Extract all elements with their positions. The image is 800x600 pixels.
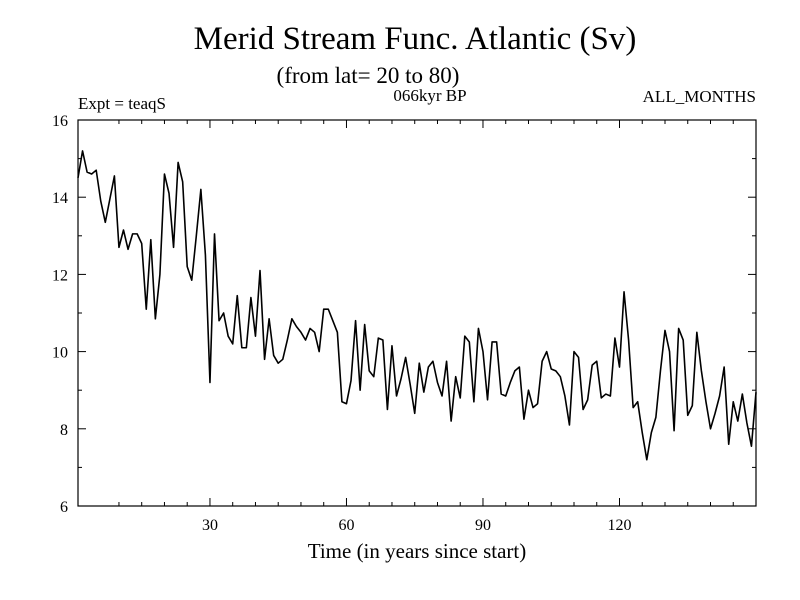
y-tick-label: 8 [60,422,68,439]
x-axis-label: Time (in years since start) [308,539,527,563]
plot-frame [77,119,757,507]
series-layer [77,150,757,461]
y-axis-ticks: 6 8 10 12 14 16 [52,113,756,516]
months-label: ALL_MONTHS [643,87,756,106]
y-tick-label: 16 [52,113,68,130]
x-axis-ticks: 30 60 90 120 [118,120,734,534]
y-tick-label: 12 [52,267,68,284]
y-tick-label: 14 [52,190,68,207]
y-tick-label: 6 [60,499,68,516]
x-tick-label: 60 [338,517,354,534]
x-tick-label: 30 [202,517,218,534]
chart-title: Merid Stream Func. Atlantic (Sv) [194,21,637,57]
y-tick-label: 10 [52,345,68,362]
chart-subtitle: (from lat= 20 to 80) [277,63,460,88]
period-label: 066kyr BP [393,86,466,105]
x-tick-label: 120 [607,517,631,534]
x-tick-label: 90 [475,517,491,534]
series-line [77,150,757,461]
experiment-label: Expt = teaqS [78,94,166,113]
